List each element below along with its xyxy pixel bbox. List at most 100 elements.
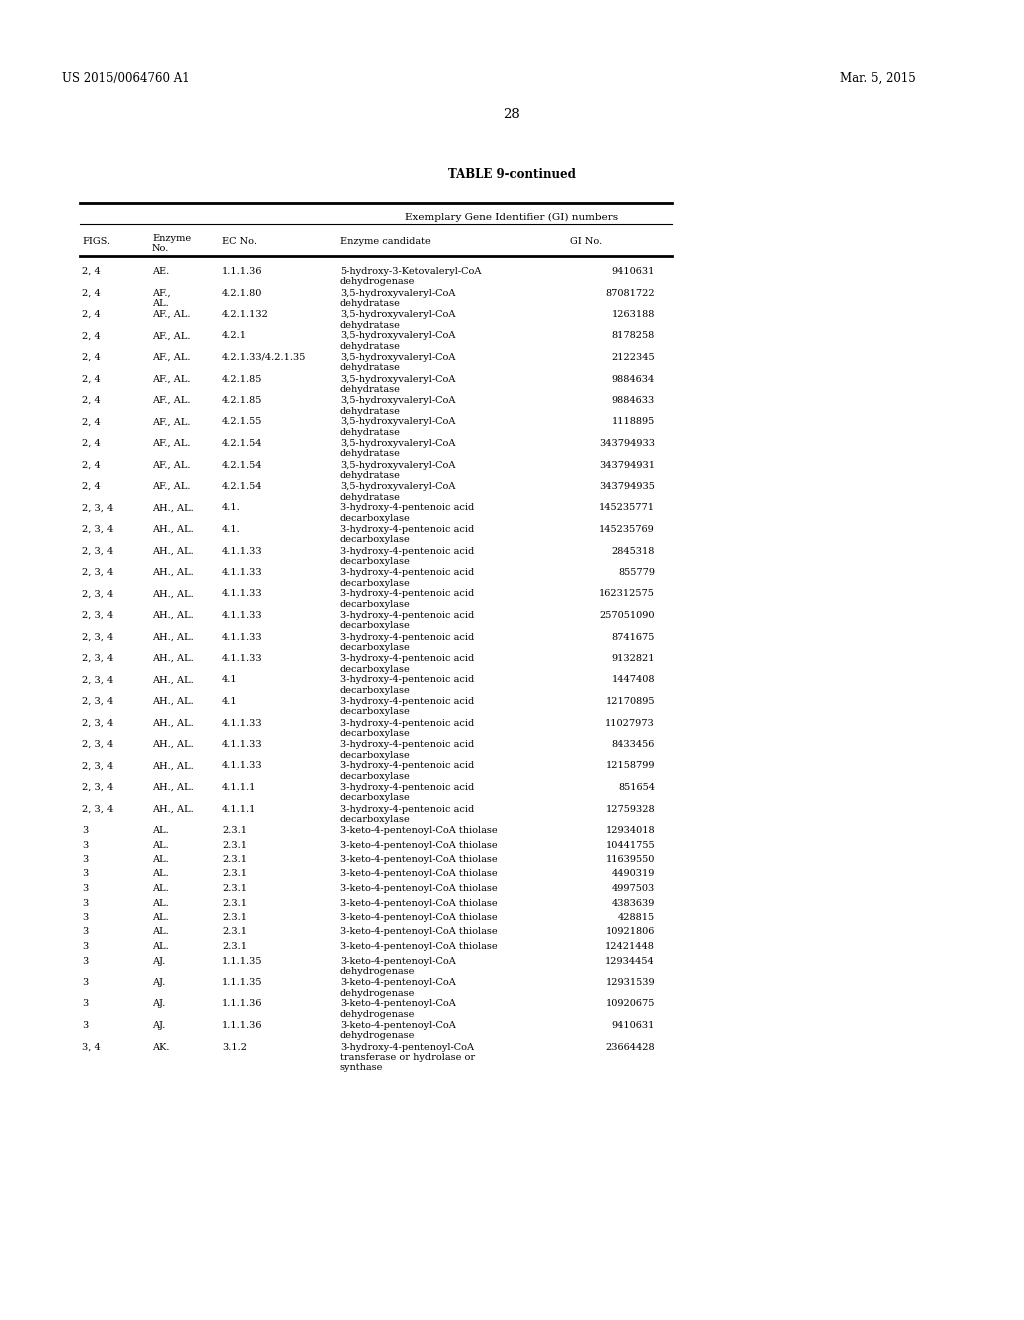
Text: 2.3.1: 2.3.1 xyxy=(222,855,247,865)
Text: 3-keto-4-pentenoyl-CoA: 3-keto-4-pentenoyl-CoA xyxy=(340,999,456,1008)
Text: AH., AL.: AH., AL. xyxy=(152,503,194,512)
Text: AL.: AL. xyxy=(152,913,169,921)
Text: 3-hydroxy-4-pentenoic acid: 3-hydroxy-4-pentenoic acid xyxy=(340,718,474,727)
Text: 4.1.1.33: 4.1.1.33 xyxy=(222,741,262,748)
Text: 11027973: 11027973 xyxy=(605,718,655,727)
Text: 3-keto-4-pentenoyl-CoA: 3-keto-4-pentenoyl-CoA xyxy=(340,978,456,987)
Text: 3-hydroxy-4-pentenoic acid: 3-hydroxy-4-pentenoic acid xyxy=(340,804,474,813)
Text: 4.2.1.54: 4.2.1.54 xyxy=(222,440,262,447)
Text: 2.3.1: 2.3.1 xyxy=(222,884,247,894)
Text: decarboxylase: decarboxylase xyxy=(340,513,411,523)
Text: AH., AL.: AH., AL. xyxy=(152,590,194,598)
Text: AF., AL.: AF., AL. xyxy=(152,440,190,447)
Text: 3: 3 xyxy=(82,928,88,936)
Text: 4.1.1.33: 4.1.1.33 xyxy=(222,632,262,642)
Text: AJ.: AJ. xyxy=(152,1020,165,1030)
Text: dehydratase: dehydratase xyxy=(340,342,400,351)
Text: 4.1.1.33: 4.1.1.33 xyxy=(222,611,262,620)
Text: 23664428: 23664428 xyxy=(605,1043,655,1052)
Text: 4.1.1.33: 4.1.1.33 xyxy=(222,762,262,771)
Text: decarboxylase: decarboxylase xyxy=(340,708,411,717)
Text: AL.: AL. xyxy=(152,826,169,836)
Text: 145235769: 145235769 xyxy=(599,525,655,535)
Text: 4.2.1.55: 4.2.1.55 xyxy=(222,417,262,426)
Text: 3-hydroxy-4-pentenoic acid: 3-hydroxy-4-pentenoic acid xyxy=(340,653,474,663)
Text: 4.2.1.54: 4.2.1.54 xyxy=(222,482,262,491)
Text: AH., AL.: AH., AL. xyxy=(152,697,194,706)
Text: 428815: 428815 xyxy=(617,913,655,921)
Text: 3: 3 xyxy=(82,942,88,950)
Text: AH., AL.: AH., AL. xyxy=(152,718,194,727)
Text: 2, 4: 2, 4 xyxy=(82,396,100,405)
Text: decarboxylase: decarboxylase xyxy=(340,772,411,781)
Text: AE.: AE. xyxy=(152,267,169,276)
Text: AF., AL.: AF., AL. xyxy=(152,461,190,470)
Text: 1.1.1.35: 1.1.1.35 xyxy=(222,957,262,965)
Text: AF., AL.: AF., AL. xyxy=(152,375,190,384)
Text: 4.2.1.54: 4.2.1.54 xyxy=(222,461,262,470)
Text: 2.3.1: 2.3.1 xyxy=(222,870,247,879)
Text: 2, 3, 4: 2, 3, 4 xyxy=(82,611,114,620)
Text: 12759328: 12759328 xyxy=(605,804,655,813)
Text: AH., AL.: AH., AL. xyxy=(152,804,194,813)
Text: EC No.: EC No. xyxy=(222,238,257,246)
Text: dehydratase: dehydratase xyxy=(340,407,400,416)
Text: 3-hydroxy-4-pentenoic acid: 3-hydroxy-4-pentenoic acid xyxy=(340,503,474,512)
Text: 2, 3, 4: 2, 3, 4 xyxy=(82,718,114,727)
Text: 12158799: 12158799 xyxy=(605,762,655,771)
Text: 3-keto-4-pentenoyl-CoA thiolase: 3-keto-4-pentenoyl-CoA thiolase xyxy=(340,942,498,950)
Text: decarboxylase: decarboxylase xyxy=(340,578,411,587)
Text: 1.1.1.35: 1.1.1.35 xyxy=(222,978,262,987)
Text: 3-hydroxy-4-pentenoic acid: 3-hydroxy-4-pentenoic acid xyxy=(340,568,474,577)
Text: 2, 3, 4: 2, 3, 4 xyxy=(82,632,114,642)
Text: dehydratase: dehydratase xyxy=(340,428,400,437)
Text: dehydrogenase: dehydrogenase xyxy=(340,968,416,975)
Text: 2, 3, 4: 2, 3, 4 xyxy=(82,503,114,512)
Text: 2, 3, 4: 2, 3, 4 xyxy=(82,697,114,706)
Text: 2, 4: 2, 4 xyxy=(82,267,100,276)
Text: 3,5-hydroxyvaleryl-CoA: 3,5-hydroxyvaleryl-CoA xyxy=(340,331,456,341)
Text: 2, 4: 2, 4 xyxy=(82,461,100,470)
Text: 2, 3, 4: 2, 3, 4 xyxy=(82,590,114,598)
Text: AF., AL.: AF., AL. xyxy=(152,396,190,405)
Text: 3-keto-4-pentenoyl-CoA thiolase: 3-keto-4-pentenoyl-CoA thiolase xyxy=(340,884,498,894)
Text: AL.: AL. xyxy=(152,300,169,308)
Text: 3-keto-4-pentenoyl-CoA thiolase: 3-keto-4-pentenoyl-CoA thiolase xyxy=(340,855,498,865)
Text: 343794935: 343794935 xyxy=(599,482,655,491)
Text: 3-keto-4-pentenoyl-CoA: 3-keto-4-pentenoyl-CoA xyxy=(340,957,456,965)
Text: 9132821: 9132821 xyxy=(611,653,655,663)
Text: 3,5-hydroxyvaleryl-CoA: 3,5-hydroxyvaleryl-CoA xyxy=(340,417,456,426)
Text: 343794931: 343794931 xyxy=(599,461,655,470)
Text: 145235771: 145235771 xyxy=(599,503,655,512)
Text: 3-hydroxy-4-pentenoic acid: 3-hydroxy-4-pentenoic acid xyxy=(340,697,474,706)
Text: AJ.: AJ. xyxy=(152,978,165,987)
Text: US 2015/0064760 A1: US 2015/0064760 A1 xyxy=(62,73,189,84)
Text: 2, 4: 2, 4 xyxy=(82,310,100,319)
Text: 2.3.1: 2.3.1 xyxy=(222,899,247,908)
Text: dehydratase: dehydratase xyxy=(340,363,400,372)
Text: decarboxylase: decarboxylase xyxy=(340,793,411,803)
Text: 3-hydroxy-4-pentenoic acid: 3-hydroxy-4-pentenoic acid xyxy=(340,611,474,620)
Text: Enzyme: Enzyme xyxy=(152,234,191,243)
Text: AL.: AL. xyxy=(152,855,169,865)
Text: 3: 3 xyxy=(82,884,88,894)
Text: AF.,: AF., xyxy=(152,289,171,297)
Text: 4997503: 4997503 xyxy=(611,884,655,894)
Text: AH., AL.: AH., AL. xyxy=(152,762,194,771)
Text: dehydratase: dehydratase xyxy=(340,492,400,502)
Text: 3: 3 xyxy=(82,999,88,1008)
Text: AF., AL.: AF., AL. xyxy=(152,482,190,491)
Text: 10921806: 10921806 xyxy=(605,928,655,936)
Text: dehydratase: dehydratase xyxy=(340,450,400,458)
Text: 4.1.1.1: 4.1.1.1 xyxy=(222,783,256,792)
Text: 4.2.1.33/4.2.1.35: 4.2.1.33/4.2.1.35 xyxy=(222,352,306,362)
Text: 1263188: 1263188 xyxy=(611,310,655,319)
Text: AL.: AL. xyxy=(152,870,169,879)
Text: TABLE 9-continued: TABLE 9-continued xyxy=(449,168,575,181)
Text: 87081722: 87081722 xyxy=(605,289,655,297)
Text: 162312575: 162312575 xyxy=(599,590,655,598)
Text: 3,5-hydroxyvaleryl-CoA: 3,5-hydroxyvaleryl-CoA xyxy=(340,375,456,384)
Text: 2, 4: 2, 4 xyxy=(82,352,100,362)
Text: 9410631: 9410631 xyxy=(611,267,655,276)
Text: dehydratase: dehydratase xyxy=(340,321,400,330)
